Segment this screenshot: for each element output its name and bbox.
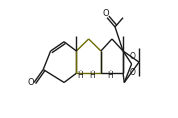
Text: Ḣ: Ḣ (107, 71, 113, 80)
Text: Ḣ: Ḣ (89, 71, 95, 80)
Text: Ḣ: Ḣ (78, 71, 83, 80)
Text: O: O (28, 78, 35, 87)
Text: O: O (129, 52, 135, 61)
Text: O: O (130, 68, 136, 77)
Text: O: O (103, 9, 109, 18)
